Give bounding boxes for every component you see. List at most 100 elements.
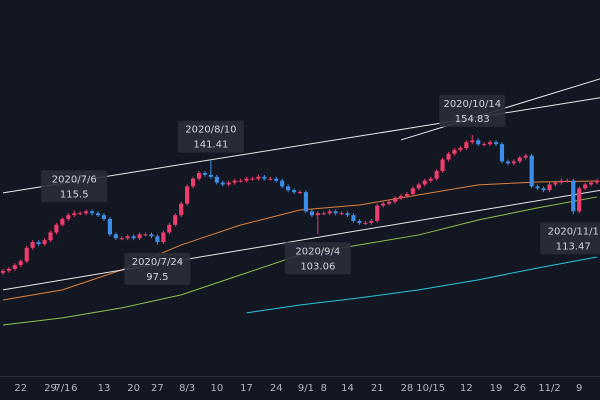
- candle-body: [594, 180, 600, 183]
- candle-body: [517, 157, 522, 162]
- candle-body: [119, 238, 124, 240]
- candle-body: [440, 159, 445, 172]
- annotation-box: [284, 242, 351, 275]
- x-tick-label: 7/1: [54, 383, 70, 394]
- candle-body: [12, 265, 17, 269]
- candle-body: [297, 192, 303, 194]
- candle-body: [488, 142, 493, 145]
- annotation-date: 2020/11/1: [548, 226, 599, 237]
- x-tick-label: 8/3: [179, 383, 195, 394]
- candle-body: [392, 197, 398, 202]
- annotation-date: 2020/8/10: [185, 125, 236, 136]
- x-tick-label: 20: [127, 383, 140, 394]
- x-tick-label: 9: [576, 383, 582, 394]
- candle-body: [286, 186, 291, 191]
- candle-body: [511, 161, 516, 164]
- x-tick-label: 26: [513, 383, 526, 394]
- candle-body: [208, 174, 213, 177]
- candle-body: [345, 213, 350, 216]
- candle-body: [291, 190, 297, 193]
- x-tick-label: 21: [371, 383, 384, 394]
- candle-body: [107, 219, 112, 235]
- x-tick-label: 8: [321, 383, 327, 394]
- x-tick-label: 9/1: [298, 383, 314, 394]
- candle-body: [72, 213, 77, 216]
- candle-body: [333, 211, 338, 214]
- candle-body: [30, 242, 35, 248]
- candle-body: [559, 180, 564, 183]
- candle-body: [476, 140, 481, 145]
- candle-body: [493, 142, 499, 145]
- annotation-date: 2020/10/14: [443, 99, 501, 110]
- candle-body: [137, 234, 142, 239]
- annotation-value: 97.5: [146, 272, 168, 283]
- candle-body: [101, 215, 107, 220]
- x-tick-label: 28: [401, 383, 414, 394]
- x-tick-label: 27: [151, 383, 164, 394]
- candle-body: [280, 180, 285, 187]
- candle-body: [155, 236, 160, 243]
- x-tick-label: 29: [44, 383, 57, 394]
- candle-body: [321, 213, 326, 215]
- annotation-date: 2020/7/6: [52, 174, 97, 185]
- candle-body: [452, 149, 457, 154]
- candle-body: [315, 213, 320, 216]
- candle-body: [238, 180, 243, 182]
- candle-body: [541, 188, 546, 191]
- candle-body: [381, 203, 386, 206]
- candle-body: [428, 178, 433, 181]
- candle-body: [464, 142, 469, 148]
- candle-body: [434, 171, 439, 179]
- candle-body: [577, 188, 582, 212]
- candle-body: [232, 180, 237, 183]
- candle-body: [0, 270, 6, 273]
- x-tick-label: 14: [341, 383, 354, 394]
- candle-body: [250, 178, 255, 180]
- candle-body: [131, 236, 136, 239]
- candle-body: [167, 224, 172, 233]
- annotation-box: [177, 120, 244, 153]
- candle-body: [196, 172, 202, 179]
- candle-body: [523, 155, 528, 158]
- candle-body: [327, 211, 332, 214]
- candle-body: [583, 184, 588, 189]
- trend-line: [2, 189, 600, 291]
- candle-body: [535, 186, 540, 189]
- candle-body: [387, 201, 392, 204]
- annotation-value: 154.83: [455, 114, 490, 125]
- candle-body: [410, 188, 415, 195]
- candle-body: [470, 140, 475, 143]
- candle-body: [179, 203, 184, 216]
- candle-body: [42, 240, 47, 244]
- candle-body: [303, 192, 309, 212]
- candle-body: [214, 176, 219, 183]
- candle-body: [268, 178, 273, 180]
- candle-body: [553, 182, 558, 185]
- candle-body: [90, 211, 95, 214]
- candle-body: [416, 184, 421, 189]
- annotation-box: [439, 94, 506, 127]
- candle-body: [143, 234, 148, 236]
- x-tick-label: 12: [460, 383, 473, 394]
- candle-body: [571, 180, 576, 212]
- candle-body: [339, 213, 344, 215]
- x-tick-label: 24: [270, 383, 283, 394]
- candle-body: [226, 182, 231, 185]
- x-tick-label: 22: [14, 383, 27, 394]
- candle-body: [244, 178, 249, 181]
- candle-body: [66, 215, 71, 220]
- candle-body: [547, 184, 552, 191]
- candle-body: [36, 242, 41, 244]
- candle-body: [78, 213, 83, 215]
- candle-body: [161, 232, 166, 243]
- candle-body: [84, 211, 89, 214]
- annotation-value: 103.06: [300, 261, 335, 272]
- moving-average: [246, 256, 598, 314]
- candle-body: [185, 186, 190, 204]
- candle-body: [125, 236, 130, 239]
- candle-body: [446, 153, 451, 160]
- candle-body: [54, 224, 59, 233]
- candle-body: [398, 195, 404, 198]
